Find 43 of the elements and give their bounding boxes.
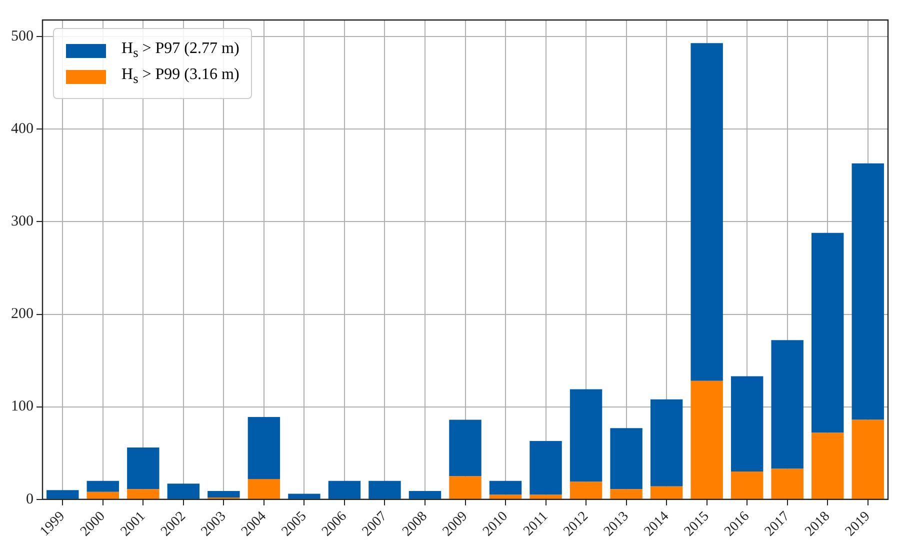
bar — [489, 480, 522, 495]
y-tick-label: 500 — [11, 28, 34, 45]
bar — [288, 494, 320, 499]
bar — [208, 490, 240, 498]
bar — [852, 163, 884, 420]
bar — [610, 428, 642, 490]
bar — [328, 480, 361, 499]
bar — [86, 492, 119, 499]
bar — [771, 468, 804, 499]
y-tick-label: 300 — [11, 214, 34, 230]
bar — [248, 416, 280, 479]
bar — [730, 472, 764, 499]
y-tick-label: 200 — [11, 306, 34, 322]
bar — [771, 340, 804, 469]
y-tick-label: 0 — [26, 491, 34, 508]
bar — [730, 376, 764, 472]
bar — [489, 494, 522, 499]
bar — [610, 489, 642, 499]
y-tick-label: 100 — [11, 398, 34, 415]
y-tick-label: 400 — [11, 121, 34, 138]
bar — [650, 486, 683, 499]
bar — [46, 490, 79, 499]
bar — [650, 399, 683, 486]
bar — [449, 420, 482, 476]
bar — [530, 494, 562, 499]
bar — [852, 420, 884, 499]
bar — [368, 480, 401, 499]
bar — [570, 389, 602, 482]
bar — [449, 476, 482, 499]
legend-label: H$_{s}$ > P97 (2.77 m) — [122, 40, 240, 62]
bar — [812, 432, 844, 499]
bar — [408, 490, 442, 499]
bar — [690, 380, 723, 499]
bar — [690, 43, 723, 381]
bar — [530, 441, 562, 495]
bar — [127, 448, 160, 490]
bar — [127, 489, 160, 499]
bar — [248, 478, 280, 499]
bar — [812, 232, 844, 433]
bar — [86, 480, 119, 492]
legend-label: H$_{s}$ > P99 (3.16 m) — [122, 66, 240, 88]
bar — [570, 482, 602, 499]
bar — [167, 484, 200, 499]
